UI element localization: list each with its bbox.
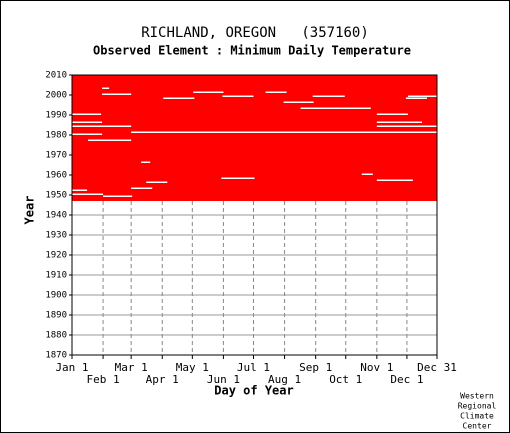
missing-data xyxy=(376,125,437,127)
missing-data xyxy=(131,187,153,189)
missing-data xyxy=(221,177,255,179)
x-tick-label: Apr 1 xyxy=(146,373,179,386)
x-tick-label: Mar 1 xyxy=(115,361,148,374)
missing-data xyxy=(88,139,132,141)
missing-data xyxy=(376,179,413,181)
missing-data xyxy=(72,193,104,195)
y-axis-label: Year xyxy=(23,196,37,225)
missing-data xyxy=(72,189,88,191)
chart-title: RICHLAND, OREGON (357160) xyxy=(141,25,369,41)
y-tick-label: 1990 xyxy=(45,111,67,121)
y-tick-label: 2010 xyxy=(45,71,67,81)
y-tick-label: 1880 xyxy=(45,331,67,341)
y-tick-label: 1960 xyxy=(45,171,67,181)
y-tick-label: 1910 xyxy=(45,271,67,281)
missing-data xyxy=(312,95,345,97)
x-tick-label: Nov 1 xyxy=(360,361,393,374)
credit: Western xyxy=(460,392,494,401)
y-tick-label: 1920 xyxy=(45,251,67,261)
y-tick-label: 1940 xyxy=(45,211,67,221)
missing-data xyxy=(72,121,103,123)
x-tick-label: Feb 1 xyxy=(87,373,120,386)
x-axis-label: Day of Year xyxy=(214,384,293,398)
missing-data xyxy=(102,93,132,95)
missing-data xyxy=(72,133,103,135)
chart-subtitle: Observed Element : Minimum Daily Tempera… xyxy=(93,44,411,58)
missing-data xyxy=(72,113,102,115)
x-tick-label: Dec 1 xyxy=(390,373,423,386)
missing-data xyxy=(131,131,437,133)
missing-data xyxy=(103,195,133,197)
x-tick-label: May 1 xyxy=(176,361,209,374)
missing-data xyxy=(376,113,408,115)
y-tick-label: 2000 xyxy=(45,91,67,101)
missing-data xyxy=(72,125,132,127)
x-tick-label: Aug 1 xyxy=(268,373,301,386)
missing-data xyxy=(146,181,168,183)
credit: Climate xyxy=(460,412,494,421)
credit: Center xyxy=(463,422,492,431)
x-tick-label: Oct 1 xyxy=(329,373,362,386)
missing-data xyxy=(407,95,437,97)
x-tick-label: Sep 1 xyxy=(299,361,332,374)
missing-data xyxy=(141,161,151,163)
missing-data xyxy=(361,173,373,175)
missing-data xyxy=(193,91,224,93)
y-tick-label: 1930 xyxy=(45,231,67,241)
x-tick-label: Jan 1 xyxy=(55,361,88,374)
y-tick-label: 1900 xyxy=(45,291,67,301)
x-tick-label: Dec 31 xyxy=(417,361,457,374)
credit: Regional xyxy=(458,402,497,411)
missing-data xyxy=(163,97,195,99)
x-tick-label: Jul 1 xyxy=(237,361,270,374)
missing-data xyxy=(300,107,371,109)
y-tick-label: 1980 xyxy=(45,131,67,141)
y-tick-label: 1870 xyxy=(45,351,67,361)
missing-data xyxy=(405,97,427,99)
missing-data xyxy=(102,87,110,89)
data-coverage xyxy=(72,75,437,201)
missing-data xyxy=(283,101,314,103)
y-tick-label: 1970 xyxy=(45,151,67,161)
y-tick-label: 1890 xyxy=(45,311,67,321)
missing-data xyxy=(376,121,422,123)
missing-data xyxy=(222,95,254,97)
y-tick-label: 1950 xyxy=(45,191,67,201)
missing-data xyxy=(265,91,287,93)
plot-frame xyxy=(71,74,438,356)
x-tick-label: Jun 1 xyxy=(207,373,240,386)
